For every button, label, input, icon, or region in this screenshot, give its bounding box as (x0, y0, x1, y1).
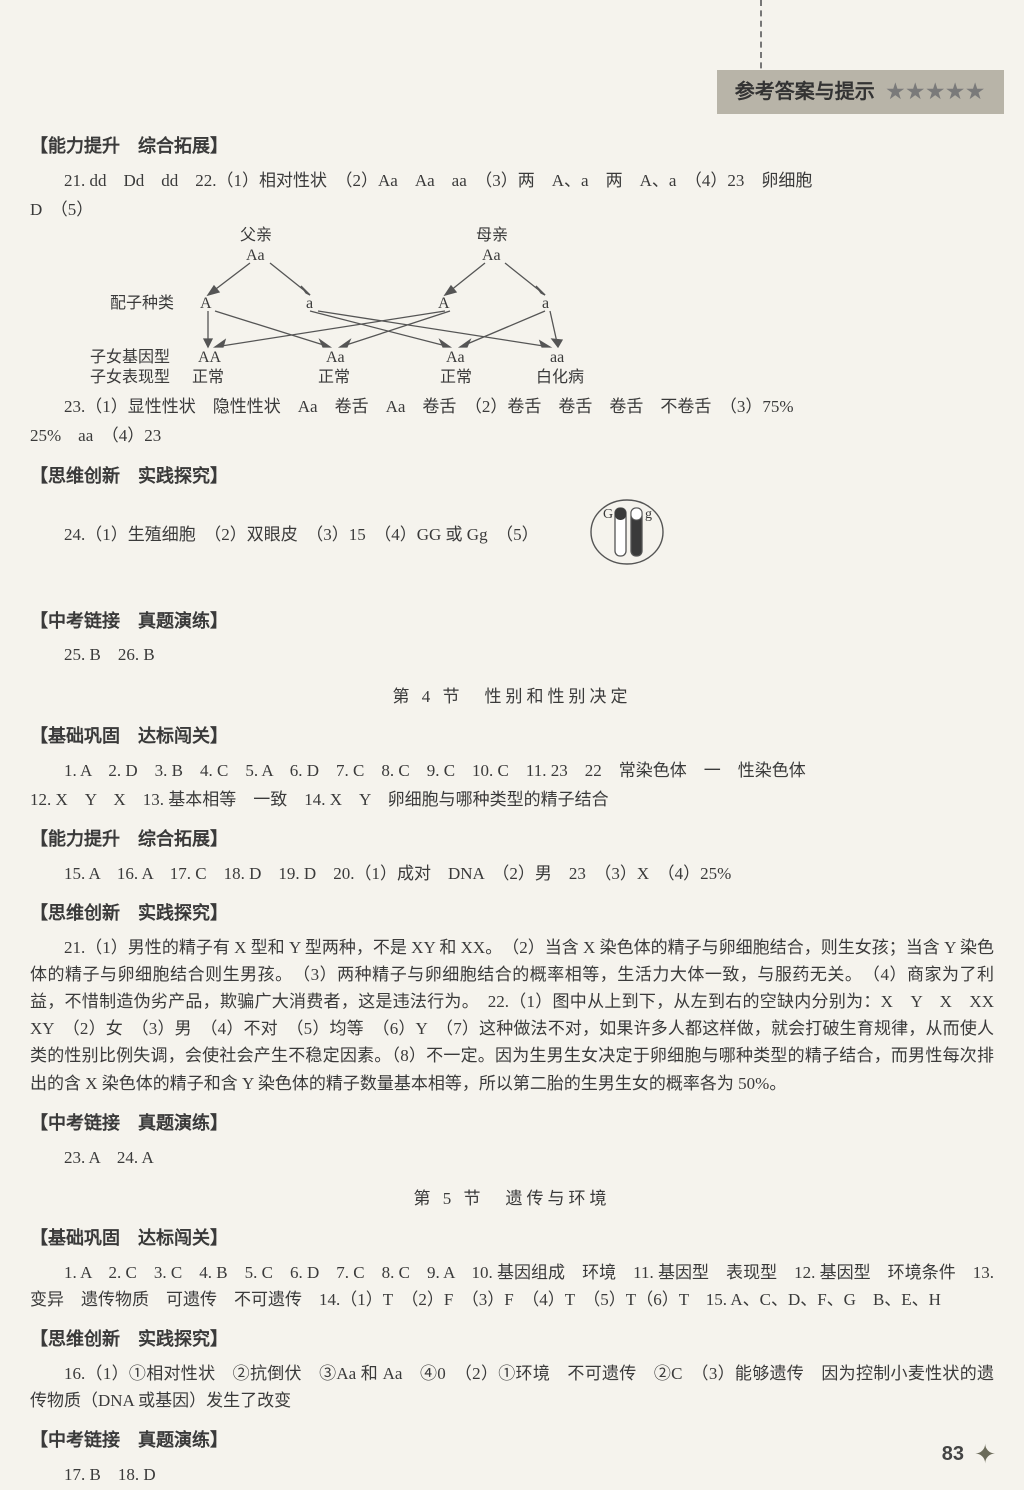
section-title-basic-2: 【基础巩固 达标闯关】 (30, 1224, 994, 1253)
section-title-ability-1: 【能力提升 综合拓展】 (30, 132, 994, 161)
answer-text: 24.（1）生殖细胞 （2）双眼皮 （3）15 （4）GG 或 Gg （5） (64, 525, 539, 544)
section-title-thinking-3: 【思维创新 实践探究】 (30, 1325, 994, 1354)
gamete-a2: a (542, 291, 549, 317)
answer-line: 23. A 24. A (30, 1144, 994, 1171)
allele-G-label: G (603, 507, 613, 522)
section-title-ability-2: 【能力提升 综合拓展】 (30, 825, 994, 854)
mother-genotype: Aa (482, 243, 501, 269)
page-number: 83 (942, 1438, 964, 1470)
answer-line: 25% aa （4）23 (30, 422, 994, 449)
child-phenotype-label: 子女表现型 (90, 365, 170, 391)
section-title-exam-3: 【中考链接 真题演练】 (30, 1426, 994, 1455)
chromosome-svg: G g (587, 496, 667, 568)
header-band: 参考答案与提示 ★★★★★ (717, 70, 1004, 114)
section-title-basic-1: 【基础巩固 达标闯关】 (30, 722, 994, 751)
answer-paragraph: 21.（1）男性的精子有 X 型和 Y 型两种，不是 XY 和 XX。 （2）当… (30, 934, 994, 1097)
answer-line: 21. dd Dd dd 22.（1）相对性状 （2）Aa Aa aa （3）两… (30, 167, 994, 194)
answer-paragraph: 16.（1）①相对性状 ②抗倒伏 ③Aa 和 Aa ④0 （2）①环境 不可遗传… (30, 1360, 994, 1414)
gamete-A1: A (200, 291, 212, 317)
section-title-thinking-2: 【思维创新 实践探究】 (30, 899, 994, 928)
section-title-exam-2: 【中考链接 真题演练】 (30, 1109, 994, 1138)
subsection-heading-5: 第 5 节 遗传与环境 (30, 1185, 994, 1212)
leaf-icon: ✦ (974, 1434, 996, 1476)
subsection-heading-4: 第 4 节 性别和性别决定 (30, 683, 994, 710)
header-title: 参考答案与提示 (735, 81, 875, 103)
child-pheno-normal3: 正常 (440, 365, 472, 391)
gamete-A2: A (438, 291, 450, 317)
child-pheno-normal2: 正常 (318, 365, 350, 391)
answer-line: 12. X Y X 13. 基本相等 一致 14. X Y 卵细胞与哪种类型的精… (30, 786, 994, 813)
answer-line: 15. A 16. A 17. C 18. D 19. D 20.（1）成对 D… (30, 860, 994, 887)
answer-line: D （5） (30, 196, 994, 223)
gamete-a1: a (306, 291, 313, 317)
answer-line-with-figure: 24.（1）生殖细胞 （2）双眼皮 （3）15 （4）GG 或 Gg （5） G… (30, 496, 994, 576)
chromosome-figure: G g (553, 496, 667, 576)
header-stars: ★★★★★ (886, 81, 986, 103)
child-pheno-normal1: 正常 (192, 365, 224, 391)
genetic-cross-diagram: 父亲 Aa 母亲 Aa 配子种类 A a A a 子女基因型 AA Aa Aa … (30, 227, 994, 387)
allele-g-label: g (645, 507, 652, 522)
page-content: 【能力提升 综合拓展】 21. dd Dd dd 22.（1）相对性状 （2）A… (30, 120, 994, 1490)
answer-line: 25. B 26. B (30, 641, 994, 668)
answer-line: 1. A 2. D 3. B 4. C 5. A 6. D 7. C 8. C … (30, 757, 994, 784)
section-title-thinking-1: 【思维创新 实践探究】 (30, 462, 994, 491)
answer-line: 23.（1）显性性状 隐性性状 Aa 卷舌 Aa 卷舌 （2）卷舌 卷舌 卷舌 … (30, 393, 994, 420)
section-title-exam-1: 【中考链接 真题演练】 (30, 607, 994, 636)
father-genotype: Aa (246, 243, 265, 269)
child-pheno-albinism: 白化病 (536, 365, 584, 391)
answer-line: 17. B 18. D (30, 1461, 994, 1488)
answer-paragraph: 1. A 2. C 3. C 4. B 5. C 6. D 7. C 8. C … (30, 1259, 994, 1313)
gamete-type-label: 配子种类 (110, 291, 174, 317)
